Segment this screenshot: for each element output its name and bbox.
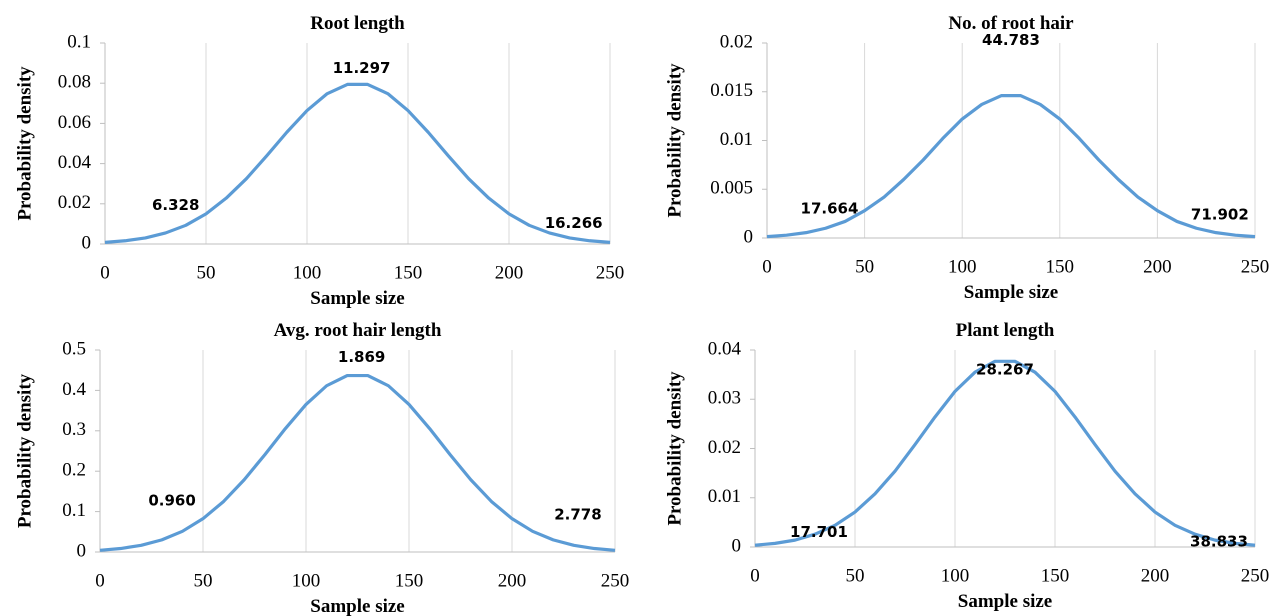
annotation: 1.869 bbox=[338, 348, 385, 366]
x-tick-label: 100 bbox=[948, 256, 977, 277]
x-tick-label: 150 bbox=[1046, 256, 1075, 277]
x-axis-label: Sample size bbox=[964, 282, 1058, 303]
chart-panel: No. of root hair Sample size Probability d… bbox=[664, 13, 1269, 303]
y-axis-label: Probability density bbox=[14, 373, 35, 528]
x-tick-label: 250 bbox=[1241, 565, 1270, 586]
y-tick-label: 0.02 bbox=[58, 192, 91, 213]
x-tick-label: 50 bbox=[846, 565, 865, 586]
y-tick-label: 0.1 bbox=[67, 31, 91, 52]
chart-panel: Avg. root hair length Sample size Probabil… bbox=[14, 320, 629, 616]
annotation: 44.783 bbox=[982, 31, 1040, 49]
y-tick-label: 0 bbox=[82, 232, 92, 253]
y-tick-label: 0.5 bbox=[62, 338, 86, 359]
y-tick-label: 0.02 bbox=[708, 437, 741, 458]
y-tick-label: 0.02 bbox=[720, 31, 753, 52]
y-tick-label: 0 bbox=[732, 535, 742, 556]
y-tick-label: 0.01 bbox=[708, 486, 741, 507]
annotation: 17.664 bbox=[801, 200, 859, 218]
x-tick-label: 0 bbox=[750, 565, 760, 586]
y-axis-label: Probability density bbox=[664, 371, 685, 526]
y-tick-label: 0.2 bbox=[62, 460, 86, 481]
x-tick-label: 100 bbox=[292, 570, 321, 591]
series-line bbox=[766, 94, 1256, 239]
annotation: 71.902 bbox=[1191, 205, 1249, 223]
y-tick-label: 0.005 bbox=[710, 178, 753, 199]
chart-title: Root length bbox=[310, 13, 405, 34]
x-tick-label: 150 bbox=[1041, 565, 1070, 586]
x-tick-label: 0 bbox=[95, 570, 105, 591]
y-tick-label: 0.015 bbox=[710, 80, 753, 101]
y-tick-label: 0 bbox=[744, 226, 754, 247]
y-tick-label: 0.03 bbox=[708, 388, 741, 409]
chart-panel: Root length Sample size Probability densit… bbox=[14, 13, 624, 309]
y-tick-label: 0.04 bbox=[58, 152, 92, 173]
y-tick-label: 0.01 bbox=[720, 129, 753, 150]
y-axis-label: Probability density bbox=[664, 63, 685, 218]
annotation: 28.267 bbox=[976, 361, 1034, 379]
y-tick-label: 0.04 bbox=[708, 338, 742, 359]
y-tick-label: 0.3 bbox=[62, 419, 86, 440]
annotation: 17.701 bbox=[790, 523, 848, 541]
x-tick-label: 250 bbox=[1241, 256, 1270, 277]
y-tick-label: 0.06 bbox=[58, 112, 91, 133]
annotation: 6.328 bbox=[152, 196, 199, 214]
y-tick-label: 0 bbox=[77, 540, 87, 561]
chart-title: No. of root hair bbox=[948, 13, 1074, 34]
x-tick-label: 100 bbox=[293, 262, 322, 283]
chart-title: Plant length bbox=[956, 320, 1055, 341]
x-tick-label: 200 bbox=[498, 570, 527, 591]
x-axis-label: Sample size bbox=[310, 596, 404, 616]
x-tick-label: 200 bbox=[495, 262, 524, 283]
x-tick-label: 200 bbox=[1143, 256, 1172, 277]
y-tick-label: 0.4 bbox=[62, 379, 86, 400]
chart-panel: Plant length Sample size Probability densi… bbox=[664, 320, 1269, 612]
series-line bbox=[99, 373, 616, 552]
annotation: 16.266 bbox=[545, 214, 603, 232]
annotation: 38.833 bbox=[1190, 533, 1248, 551]
x-tick-label: 50 bbox=[197, 262, 216, 283]
annotation: 2.778 bbox=[554, 506, 601, 524]
y-tick-label: 0.1 bbox=[62, 500, 86, 521]
y-axis-label: Probability density bbox=[14, 66, 35, 221]
x-tick-label: 250 bbox=[596, 262, 625, 283]
chart-title: Avg. root hair length bbox=[274, 320, 442, 341]
x-axis-label: Sample size bbox=[310, 288, 404, 309]
annotation: 0.960 bbox=[148, 492, 195, 510]
x-tick-label: 100 bbox=[941, 565, 970, 586]
x-tick-label: 150 bbox=[394, 262, 423, 283]
x-axis-label: Sample size bbox=[958, 591, 1052, 612]
x-tick-label: 250 bbox=[601, 570, 630, 591]
series-line bbox=[104, 82, 611, 244]
x-tick-label: 200 bbox=[1141, 565, 1170, 586]
y-tick-label: 0.08 bbox=[58, 72, 91, 93]
annotation: 11.297 bbox=[333, 59, 391, 77]
series-line bbox=[754, 359, 1256, 547]
x-tick-label: 150 bbox=[395, 570, 424, 591]
x-tick-label: 50 bbox=[194, 570, 213, 591]
x-tick-label: 0 bbox=[100, 262, 110, 283]
x-tick-label: 50 bbox=[855, 256, 874, 277]
x-tick-label: 0 bbox=[762, 256, 772, 277]
